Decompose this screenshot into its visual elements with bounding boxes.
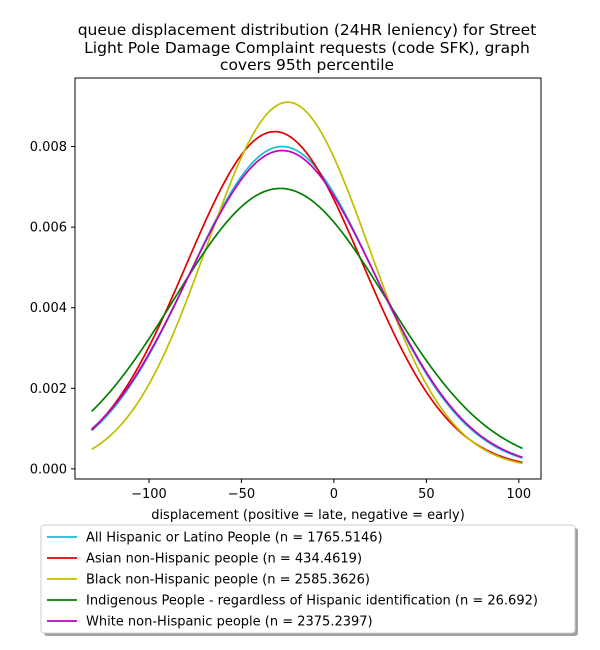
x-axis-label: displacement (positive = late, negative … — [151, 508, 465, 523]
legend-frame — [40, 524, 576, 634]
series-line-2 — [91, 130, 523, 464]
legend-label-5: White non-Hispanic people (n = 2375.2397… — [86, 615, 373, 630]
series-line-5 — [91, 149, 523, 459]
y-tick-label: 0.006 — [30, 221, 67, 236]
chart-title-line-3: covers 95th percentile — [220, 56, 394, 74]
chart-title-line-2: Light Pole Damage Complaint requests (co… — [84, 39, 530, 57]
x-tick-label: 100 — [506, 487, 531, 502]
legend-label-2: Asian non-Hispanic people (n = 434.4619) — [86, 552, 362, 567]
series-line-4 — [91, 187, 523, 450]
x-tick-label: −100 — [131, 487, 167, 502]
x-tick-label: 50 — [418, 487, 435, 502]
x-tick-label: −50 — [228, 487, 255, 502]
legend-label-4: Indigenous People - regardless of Hispan… — [86, 594, 538, 609]
x-tick-label: 0 — [330, 487, 338, 502]
legend-label-1: All Hispanic or Latino People (n = 1765.… — [86, 531, 383, 546]
chart-title: queue displacement distribution (24HR le… — [78, 21, 537, 74]
y-tick-label: 0.002 — [30, 382, 67, 397]
legend-label-3: Black non-Hispanic people (n = 2585.3626… — [86, 573, 370, 588]
series-line-3 — [91, 101, 523, 465]
plot-area-frame — [74, 77, 542, 480]
y-axis: 0.000 0.002 0.004 0.006 0.008 — [30, 140, 75, 477]
x-axis: −100 −50 0 50 100 — [131, 479, 531, 502]
series-line-1 — [91, 145, 523, 459]
y-tick-label: 0.008 — [30, 140, 67, 155]
chart-title-line-1: queue displacement distribution (24HR le… — [78, 21, 537, 39]
series-layer — [91, 101, 523, 465]
legend: All Hispanic or Latino People (n = 1765.… — [40, 524, 578, 636]
y-tick-label: 0.000 — [30, 462, 67, 477]
y-tick-label: 0.004 — [30, 301, 67, 316]
